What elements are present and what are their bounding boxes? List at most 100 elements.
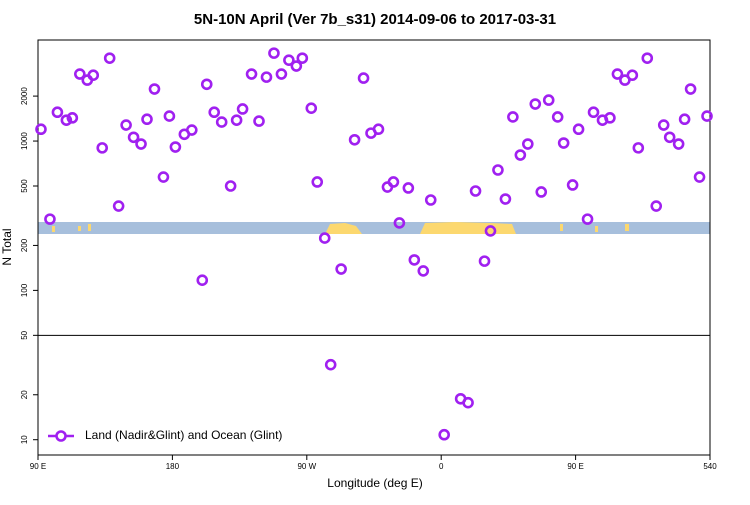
legend-label: Land (Nadir&Glint) and Ocean (Glint) (85, 428, 282, 442)
data-point (157, 171, 170, 183)
plot-frame (37, 39, 711, 456)
data-point (604, 112, 616, 124)
data-point (626, 69, 639, 82)
data-point (127, 131, 140, 144)
data-point (701, 110, 713, 122)
data-point (96, 142, 109, 154)
data-point (424, 194, 437, 206)
data-point (469, 185, 482, 197)
data-point (348, 133, 361, 146)
data-point (650, 200, 663, 212)
data-point (275, 68, 288, 80)
data-point (478, 255, 491, 267)
data-point (215, 116, 228, 128)
data-point (200, 78, 213, 91)
data-point (462, 396, 474, 409)
data-point (693, 171, 706, 183)
data-point (484, 225, 497, 237)
data-point (357, 72, 370, 84)
data-point (551, 111, 564, 123)
data-point (196, 274, 209, 286)
data-point (283, 54, 295, 66)
data-point (44, 213, 56, 225)
x-axis-label: Longitude (deg E) (327, 476, 422, 490)
data-point (103, 52, 116, 64)
y-axis-label: N Total (0, 228, 14, 265)
data-point (611, 68, 624, 80)
data-point (566, 179, 579, 191)
data-point (507, 111, 519, 123)
data-point (253, 115, 265, 127)
data-point (208, 106, 221, 119)
data-point (112, 200, 125, 212)
data-point (672, 138, 685, 150)
data-point (224, 180, 237, 192)
x-tick-label: 90 E (567, 462, 583, 471)
data-point (230, 114, 243, 126)
data-point (305, 102, 318, 114)
data-point (35, 123, 47, 136)
data-point (169, 141, 182, 153)
data-point (684, 83, 697, 95)
data-point (245, 68, 258, 80)
y-tick-label: 500 (20, 179, 29, 193)
data-point (148, 83, 161, 95)
data-point (387, 176, 400, 188)
x-tick-label: 90 E (30, 462, 46, 471)
data-point (408, 254, 421, 266)
data-point (499, 193, 512, 205)
x-tick-label: 90 W (297, 462, 316, 471)
data-point (529, 98, 542, 110)
data-point (296, 52, 309, 64)
data-point (535, 186, 548, 198)
data-point (260, 71, 273, 83)
y-tick-label: 1000 (20, 132, 29, 150)
data-point (372, 123, 385, 136)
data-point (657, 119, 670, 131)
data-point (587, 106, 600, 119)
data-point (581, 213, 594, 225)
y-tick-label: 2000 (20, 87, 29, 105)
data-point (186, 124, 198, 136)
y-tick-label: 50 (20, 330, 29, 339)
chart-title: 5N-10N April (Ver 7b_s31) 2014-09-06 to … (194, 11, 556, 28)
data-point (641, 52, 654, 64)
data-point (324, 358, 337, 371)
y-tick-label: 100 (20, 283, 29, 297)
data-point (438, 428, 450, 441)
data-point (163, 110, 176, 122)
data-point (318, 232, 331, 244)
data-point (417, 265, 430, 277)
data-point (74, 68, 86, 80)
data-point (141, 113, 153, 126)
data-point (135, 138, 147, 150)
data-point (66, 112, 79, 124)
data-point (522, 138, 534, 150)
data-point (51, 106, 64, 119)
data-point (514, 149, 527, 161)
data-point (663, 131, 676, 144)
legend-marker (55, 430, 67, 442)
x-tick-label: 540 (703, 462, 717, 471)
data-point (311, 176, 324, 188)
x-tick-label: 180 (166, 462, 180, 471)
data-point (290, 60, 303, 72)
data-point (542, 94, 555, 106)
land-mask-strip (38, 222, 710, 234)
data-point (402, 182, 415, 194)
data-point (393, 217, 406, 229)
x-tick-label: 0 (439, 462, 444, 471)
data-point (87, 69, 100, 82)
data-point (236, 103, 249, 115)
y-tick-label: 20 (20, 390, 29, 399)
data-point (557, 137, 570, 149)
data-point (60, 114, 73, 126)
data-point (120, 119, 132, 131)
y-tick-label: 200 (20, 238, 29, 252)
data-point (572, 123, 585, 136)
data-point (492, 164, 504, 176)
data-point (268, 47, 280, 59)
data-point (632, 142, 645, 154)
data-point (678, 113, 691, 126)
